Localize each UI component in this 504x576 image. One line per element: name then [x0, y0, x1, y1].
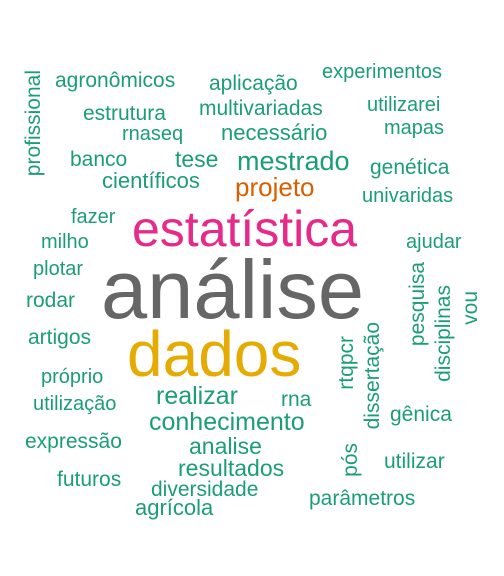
word-utilizar: utilizar: [384, 450, 445, 473]
word-rna: rna: [281, 388, 312, 411]
word-conhecimento: conhecimento: [149, 408, 305, 436]
word-parametros: parâmetros: [309, 487, 416, 510]
word-dissertacao: dissertação: [361, 322, 384, 430]
word-aplicacao: aplicação: [209, 72, 298, 95]
word-milho: milho: [41, 231, 89, 253]
word-agricola: agrícola: [135, 495, 214, 520]
word-realizar: realizar: [156, 382, 238, 410]
word-disciplinas: disciplinas: [432, 285, 455, 382]
word-multivariadas: multivariadas: [199, 97, 323, 120]
word-tese: tese: [175, 146, 219, 172]
word-dados: dados: [127, 318, 302, 390]
word-agronomicos: agronômicos: [55, 69, 176, 92]
word-futuros: futuros: [57, 468, 122, 491]
word-estrutura: estrutura: [83, 102, 166, 125]
word-resultados: resultados: [178, 455, 285, 481]
word-artigos: artigos: [28, 326, 92, 349]
word-utilizacao: utilização: [33, 393, 117, 415]
word-mapas: mapas: [384, 117, 445, 139]
word-rodar: rodar: [26, 289, 76, 312]
word-banco: banco: [70, 148, 128, 171]
word-fazer: fazer: [71, 206, 116, 228]
word-utilizarei: utilizarei: [367, 94, 441, 116]
word-diversidade: diversidade: [151, 478, 259, 501]
word-projeto: projeto: [235, 172, 315, 202]
word-ajudar: ajudar: [406, 231, 462, 253]
word-analise: analise: [189, 433, 262, 459]
word-expressao: expressão: [25, 430, 122, 453]
word-analise-main: análise: [101, 243, 365, 336]
word-necessario: necessário: [221, 120, 328, 145]
word-rnaseq: rnaseq: [122, 123, 184, 145]
word-vou: vou: [459, 291, 482, 325]
word-profissional: profissional: [22, 70, 45, 177]
word-pos: pós: [339, 443, 362, 477]
word-experimentos: experimentos: [322, 61, 443, 83]
word-pesquisa: pesquisa: [406, 262, 429, 347]
word-genica: gênica: [390, 403, 452, 426]
word-cientificos: científicos: [102, 168, 200, 193]
word-proprio: próprio: [41, 366, 104, 388]
word-mestrado: mestrado: [237, 146, 350, 176]
word-univaridas: univaridas: [362, 185, 454, 207]
word-estatistica: estatística: [132, 201, 358, 257]
word-plotar: plotar: [33, 258, 84, 280]
word-rtqpcr: rtqpcr: [335, 336, 358, 390]
word-genetica: genética: [370, 156, 450, 179]
